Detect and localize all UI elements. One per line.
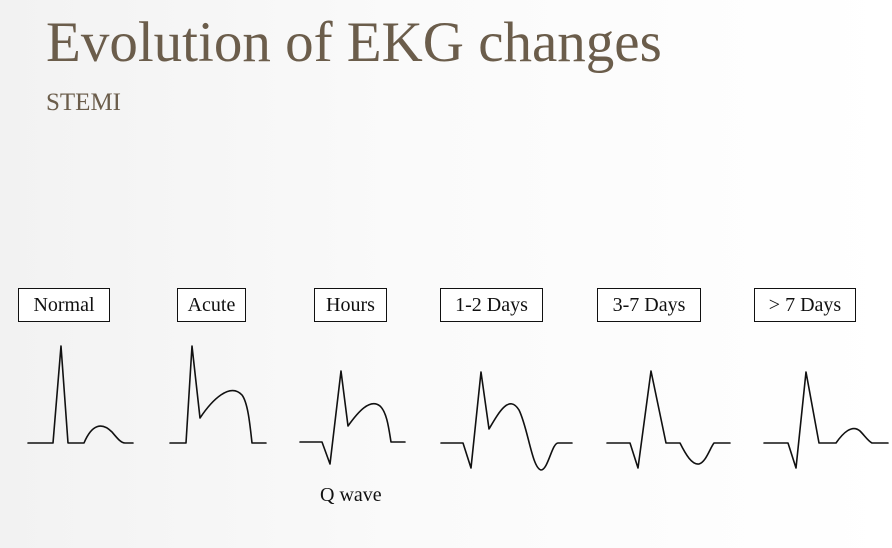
slide-subtitle: STEMI: [46, 89, 121, 116]
stage-label-over-7-days: > 7 Days: [754, 288, 856, 322]
stage-label-acute: Acute: [177, 288, 246, 322]
ekg-trace-acute: [169, 345, 267, 444]
stage-label-hours: Hours: [314, 288, 387, 322]
stage-label-1-2-days: 1-2 Days: [440, 288, 543, 322]
ekg-trace-3-7-days: [606, 370, 731, 469]
ekg-trace-over-7-days: [763, 371, 889, 469]
slide-title: Evolution of EKG changes: [46, 11, 662, 74]
ekg-trace-hours: [299, 370, 406, 465]
q-wave-annotation: Q wave: [320, 484, 382, 506]
ekg-trace-normal: [27, 345, 134, 444]
ekg-trace-1-2-days: [440, 371, 573, 471]
stage-label-3-7-days: 3-7 Days: [597, 288, 701, 322]
stage-label-normal: Normal: [18, 288, 110, 322]
